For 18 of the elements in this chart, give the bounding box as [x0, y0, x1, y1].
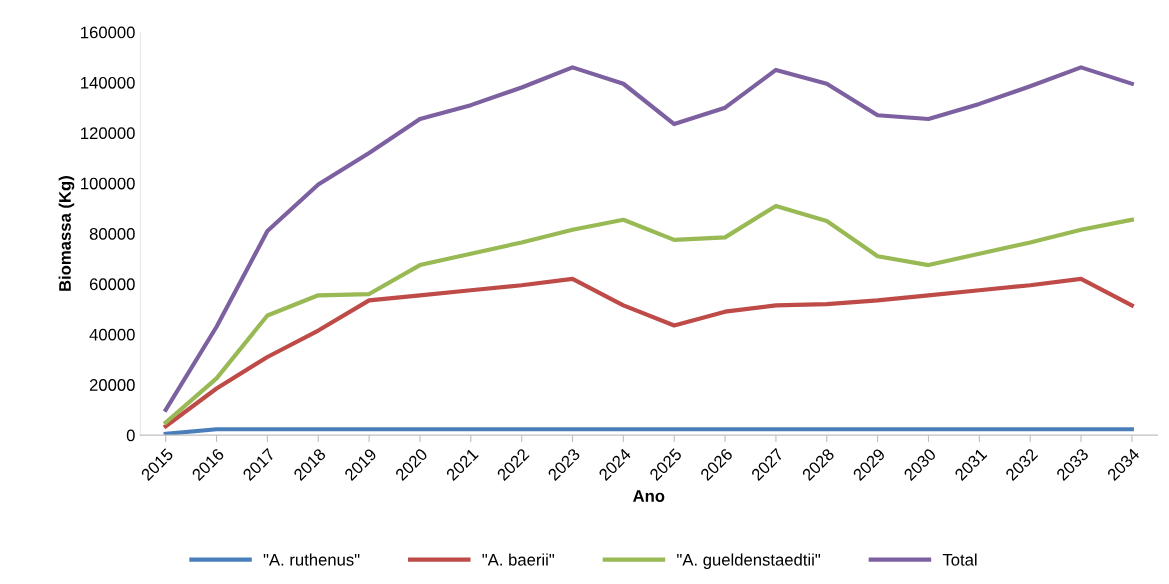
- y-axis-title: Biomassa (Kg): [58, 176, 75, 291]
- y-tick-label: 80000: [89, 228, 135, 240]
- y-tick-label: 40000: [89, 328, 135, 341]
- y-tick-label: 20000: [89, 379, 135, 391]
- line-series: [163, 203, 1134, 425]
- legend-label: Total: [942, 553, 977, 566]
- legend-label: "A. gueldenstaedtii": [677, 553, 821, 569]
- line-series: [163, 276, 1134, 429]
- y-tick-label: 120000: [81, 127, 135, 140]
- x-axis-title: Ano: [633, 490, 665, 502]
- line-series: [163, 65, 1134, 412]
- legend-label: "A. ruthenus": [263, 553, 360, 566]
- y-tick-label: 100000: [81, 177, 135, 190]
- y-tick-label: 140000: [81, 76, 135, 89]
- legend-label: "A. baerii": [482, 553, 555, 566]
- y-tick-label: 0: [126, 429, 135, 442]
- y-tick-label: 60000: [89, 278, 135, 291]
- y-tick-label: 160000: [81, 26, 135, 39]
